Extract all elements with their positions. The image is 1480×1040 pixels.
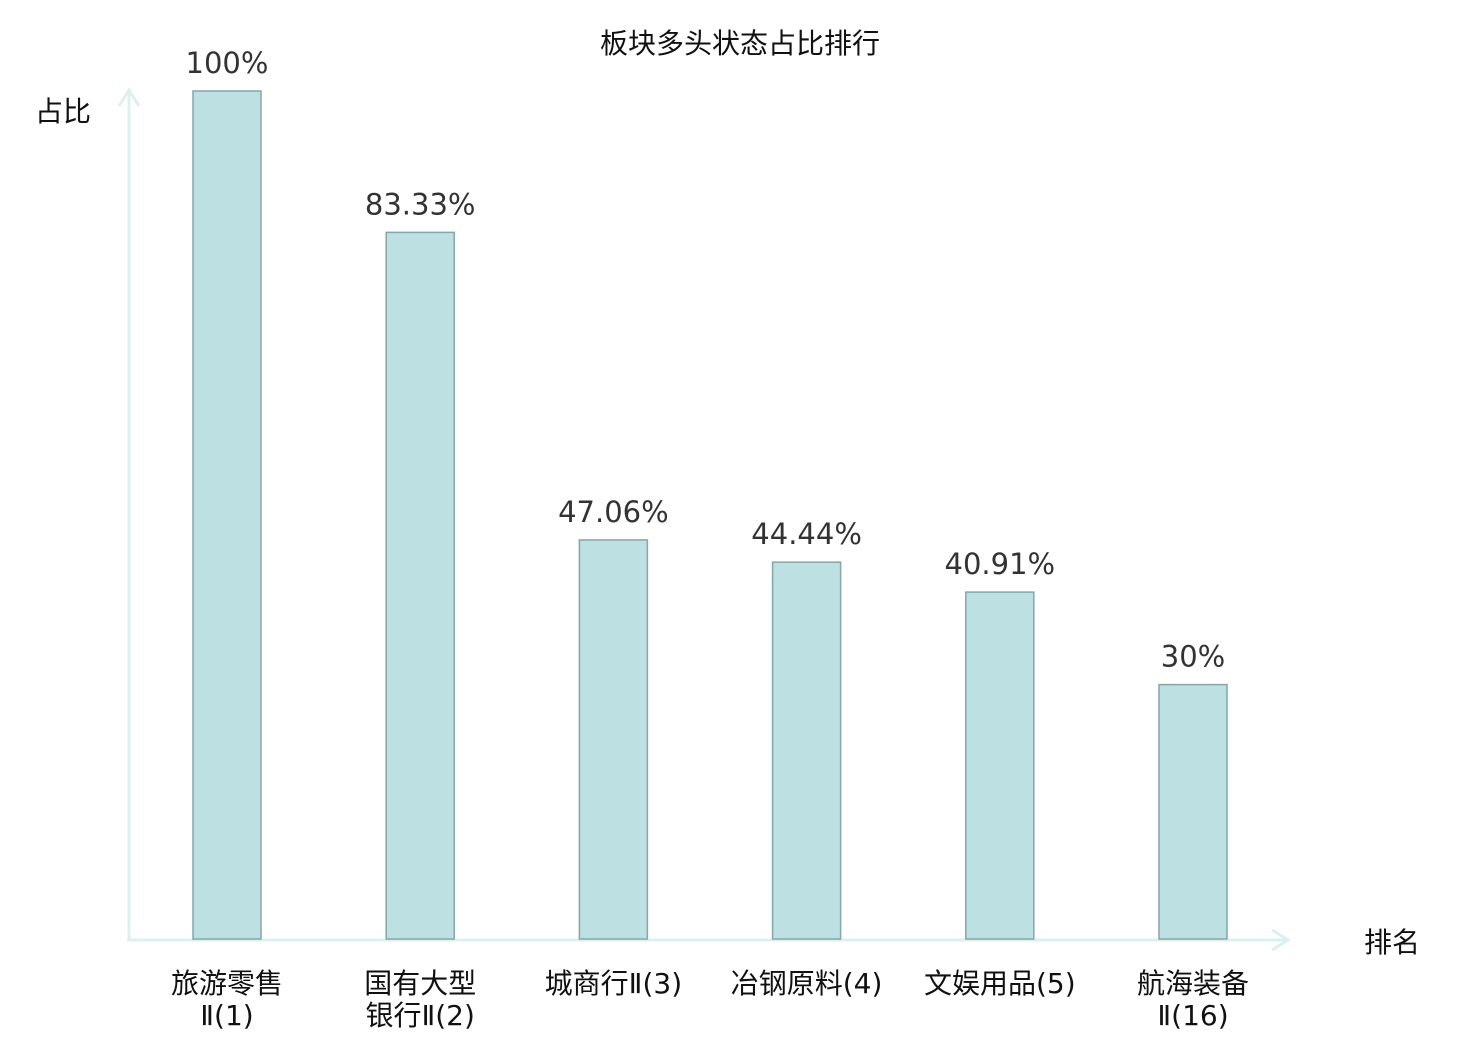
category-label-line: 文娱用品(5) bbox=[924, 967, 1076, 1000]
value-labels: 100% 83.33% 47.06% 44.44% 40.91% 30% bbox=[186, 46, 1226, 674]
category-label-line: Ⅱ(16) bbox=[1157, 999, 1228, 1032]
value-label: 40.91% bbox=[945, 547, 1056, 581]
category-label-line: 银行Ⅱ(2) bbox=[365, 999, 474, 1032]
category-label: 文娱用品(5) bbox=[924, 967, 1076, 1000]
value-label: 47.06% bbox=[558, 495, 669, 529]
category-label-line: 国有大型 bbox=[364, 967, 476, 1000]
category-label-line: Ⅱ(1) bbox=[200, 999, 253, 1032]
bar bbox=[771, 561, 842, 940]
bar bbox=[578, 539, 649, 940]
category-label-line: 冶钢原料(4) bbox=[731, 967, 883, 1000]
bar bbox=[192, 90, 262, 940]
category-label: 城商行Ⅱ(3) bbox=[545, 967, 682, 1000]
bar bbox=[385, 231, 455, 940]
value-label: 44.44% bbox=[751, 517, 862, 551]
bars bbox=[192, 90, 1228, 940]
bar bbox=[965, 591, 1035, 940]
category-label: 冶钢原料(4) bbox=[731, 967, 883, 1000]
category-label-line: 城商行Ⅱ(3) bbox=[545, 967, 682, 1000]
chart-title: 板块多头状态占比排行 bbox=[600, 27, 880, 60]
category-label-line: 旅游零售 bbox=[171, 967, 283, 1000]
axes bbox=[117, 87, 1291, 952]
y-axis-arrow-icon bbox=[117, 87, 141, 107]
value-label: 100% bbox=[186, 46, 269, 80]
x-axis-arrow-icon bbox=[1271, 928, 1291, 952]
value-label: 83.33% bbox=[365, 187, 476, 221]
x-axis-label: 排名 bbox=[1364, 926, 1420, 959]
category-label-line: 航海装备 bbox=[1137, 967, 1249, 1000]
bar bbox=[1158, 683, 1228, 940]
y-axis-label: 占比 bbox=[35, 95, 91, 128]
value-label: 30% bbox=[1161, 640, 1225, 674]
